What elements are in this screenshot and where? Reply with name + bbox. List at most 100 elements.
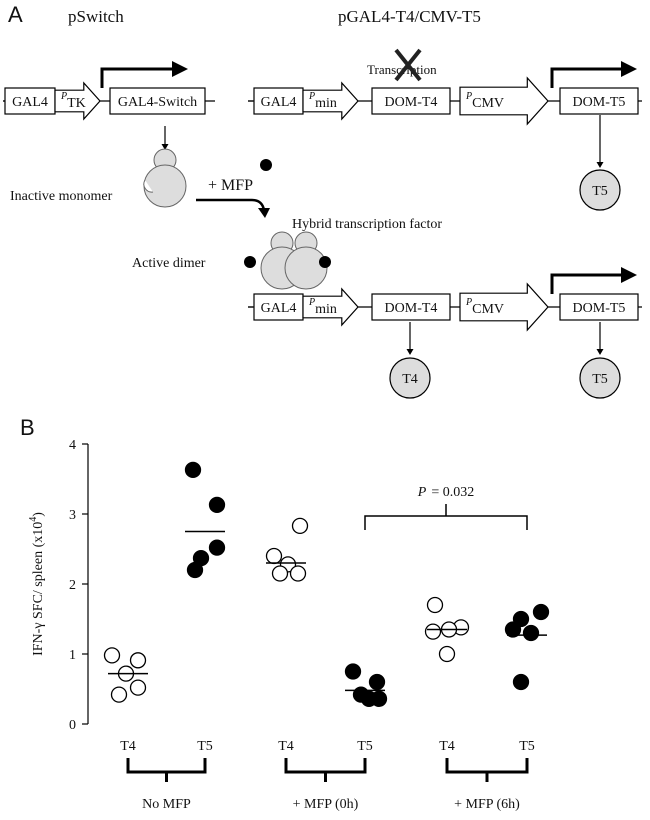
promoter-sup: P: [308, 297, 315, 308]
group-bracket: [126, 758, 207, 782]
data-point: [522, 624, 540, 642]
gene-box: [559, 293, 639, 321]
data-point: [129, 652, 147, 669]
data-point: [291, 517, 309, 535]
x-tick-label: T5: [357, 739, 373, 754]
y-axis-label-sup: 4: [28, 517, 39, 522]
data-point: [186, 561, 204, 579]
promoter-sub: CMV: [472, 302, 504, 317]
arrowhead: [406, 349, 414, 355]
x-tick-label: T5: [197, 739, 213, 754]
data-point: [129, 679, 147, 696]
promoter-sup: P: [465, 297, 472, 308]
group-label: + MFP (0h): [293, 797, 359, 812]
panel-label: B: [20, 415, 35, 440]
protein-label: T5: [592, 372, 608, 387]
gene-box: [253, 293, 304, 321]
gene-box: [109, 87, 206, 115]
arrowhead: [596, 349, 604, 355]
data-point: [504, 621, 522, 638]
protein: [579, 357, 621, 399]
gene-box: [253, 87, 304, 115]
gene-label: DOM-T4: [385, 301, 438, 316]
binding-pocket: [143, 179, 154, 193]
data-point: [103, 647, 121, 664]
protein: [579, 169, 621, 211]
gene-label: GAL4-Switch: [118, 95, 197, 110]
data-point: [184, 461, 202, 479]
transcription-arrow: [100, 67, 174, 88]
promoter-sub: CMV: [472, 96, 504, 111]
arrowhead: [621, 61, 637, 77]
protein: [389, 357, 431, 399]
x-tick-label: T4: [120, 739, 136, 754]
group-bracket: [445, 758, 529, 782]
block-x: [394, 48, 422, 82]
mfp-ligand: [260, 159, 272, 171]
promoter-label: Pmin: [308, 91, 337, 111]
data-point: [208, 539, 226, 556]
data-point: [265, 547, 283, 565]
y-tick-label: 4: [69, 438, 76, 453]
protein-label: T5: [592, 184, 608, 199]
gene-label: DOM-T5: [573, 301, 626, 316]
promoter-arrow: [459, 282, 549, 332]
arrowhead: [621, 267, 637, 283]
promoter-label: PCMV: [465, 91, 504, 111]
gene-label: DOM-T4: [385, 95, 438, 110]
gene-label: DOM-T5: [573, 95, 626, 110]
y-tick-label: 3: [69, 508, 76, 523]
data-point: [344, 663, 362, 680]
ligand-label: + MFP: [208, 177, 253, 194]
promoter-label: PCMV: [465, 297, 504, 317]
panel-label: A: [8, 2, 23, 27]
promoter-label: PTK: [60, 91, 86, 111]
y-axis-label-text: IFN-γ SFC/ spleen (x10: [31, 522, 46, 656]
gene-box: [559, 87, 639, 115]
arrowhead: [161, 144, 169, 150]
protein-label: T4: [402, 372, 418, 387]
monomer-body: [143, 164, 187, 208]
data-point: [512, 673, 530, 691]
transcription-arrow: [550, 273, 623, 294]
plasmid-title: pSwitch: [68, 7, 124, 26]
x-tick-label: T4: [278, 739, 294, 754]
gene-box: [371, 87, 451, 115]
data-point: [208, 496, 226, 514]
promoter-arrow: [302, 81, 359, 121]
gene-label: GAL4: [261, 301, 297, 316]
promoter-sub: min: [315, 302, 337, 317]
arrowhead: [596, 162, 604, 168]
promoter-sup: P: [308, 91, 315, 102]
p-value: P = 0.032: [417, 485, 474, 500]
p-text: = 0.032: [431, 485, 474, 500]
state-label: Inactive monomer: [10, 189, 113, 204]
data-point: [426, 596, 444, 614]
state-label: Hybrid transcription factor: [292, 217, 442, 232]
data-point: [289, 565, 307, 582]
data-point: [424, 623, 442, 640]
group-label: + MFP (6h): [454, 797, 520, 812]
significance-bracket: [364, 504, 528, 530]
arrowhead: [258, 208, 270, 218]
mfp-ligand: [319, 256, 331, 268]
activation-arrow: [196, 198, 266, 211]
gene-label: GAL4: [261, 95, 297, 110]
y-axis-label-end: ): [31, 512, 46, 517]
gene-box: [371, 293, 451, 321]
promoter-arrow: [302, 287, 359, 327]
data-point: [532, 603, 550, 621]
data-point: [110, 686, 128, 703]
x-tick-label: T5: [519, 739, 535, 754]
group-label: No MFP: [142, 797, 191, 812]
data-point: [271, 565, 289, 582]
data-point: [360, 690, 378, 707]
y-axis-label: IFN-γ SFC/ spleen (x104): [28, 512, 46, 656]
y-tick-label: 0: [69, 718, 76, 733]
arrowhead: [172, 61, 188, 77]
promoter-arrow: [459, 76, 549, 126]
data-point: [368, 673, 386, 691]
p-symbol: P: [417, 485, 427, 500]
promoter-sup: P: [60, 91, 67, 102]
